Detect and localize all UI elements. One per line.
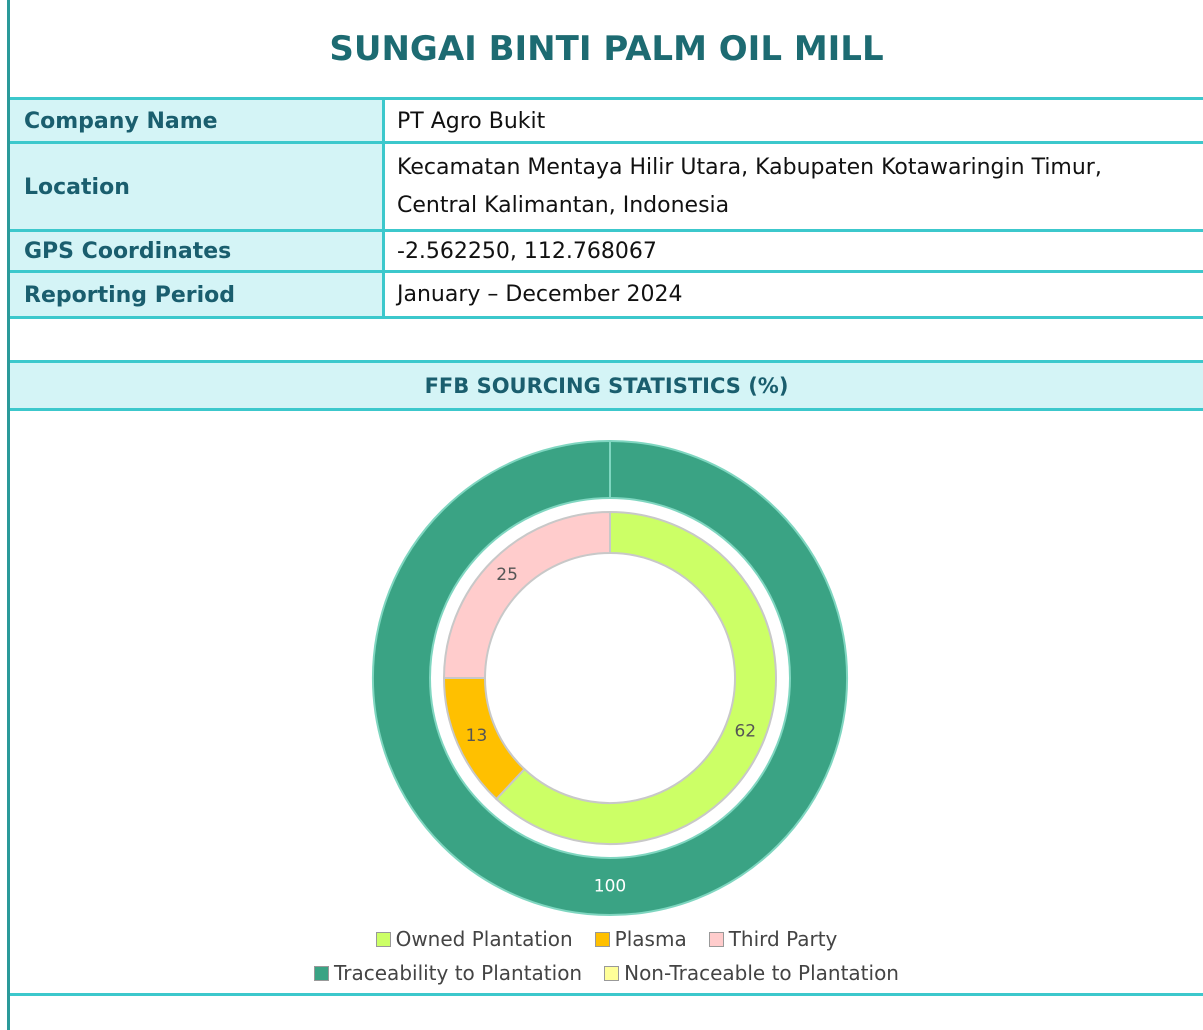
value-text: Kecamatan Mentaya Hilir Utara, Kabupaten… bbox=[397, 155, 1102, 218]
value-text: PT Agro Bukit bbox=[397, 108, 546, 134]
legend-row: Owned Plantation Plasma Third Party bbox=[10, 922, 1203, 956]
legend-item: Third Party bbox=[708, 927, 838, 951]
legend-item: Traceability to Plantation bbox=[314, 961, 582, 985]
row-border bbox=[10, 993, 1203, 996]
data-label: 13 bbox=[466, 726, 488, 746]
legend-item: Plasma bbox=[594, 927, 687, 951]
section-header: FFB SOURCING STATISTICS (%) bbox=[10, 362, 1203, 410]
value-text: January – December 2024 bbox=[397, 282, 683, 307]
row-label: Company Name bbox=[10, 100, 385, 143]
legend-swatch bbox=[314, 965, 329, 981]
legend-swatch bbox=[594, 931, 610, 947]
row-border bbox=[10, 229, 1203, 232]
row-value: January – December 2024 bbox=[385, 272, 1203, 318]
title: SUNGAI BINTI PALM OIL MILL bbox=[329, 29, 884, 69]
donut-segment bbox=[442, 510, 611, 679]
left-border bbox=[7, 0, 10, 1030]
legend-label: Third Party bbox=[728, 927, 838, 951]
row-border bbox=[10, 360, 1203, 363]
data-label: 25 bbox=[496, 565, 518, 585]
legend-label: Traceability to Plantation bbox=[334, 961, 583, 985]
donut-segment bbox=[372, 439, 848, 917]
legend-item: Non-Traceable to Plantation bbox=[604, 961, 899, 985]
row-border bbox=[10, 141, 1203, 144]
legend-label: Non-Traceable to Plantation bbox=[624, 961, 899, 985]
legend-label: Plasma bbox=[614, 927, 687, 951]
row-border bbox=[10, 270, 1203, 273]
row-label: GPS Coordinates bbox=[10, 231, 385, 272]
row-value: -2.562250, 112.768067 bbox=[385, 231, 1203, 272]
legend-row: Traceability to Plantation Non-Traceable … bbox=[10, 956, 1203, 990]
row-value: Kecamatan Mentaya Hilir Utara, Kabupaten… bbox=[385, 143, 1203, 231]
row-border bbox=[10, 408, 1203, 411]
data-label: 100 bbox=[594, 877, 626, 897]
legend-item: Owned Plantation bbox=[375, 927, 573, 951]
donut-segment bbox=[494, 510, 777, 845]
row-label: Location bbox=[10, 143, 385, 231]
legend: Owned Plantation Plasma Third Party Traceab… bbox=[10, 922, 1203, 990]
legend-swatch bbox=[604, 965, 620, 981]
row-value: PT Agro Bukit bbox=[385, 100, 1203, 143]
legend-label: Owned Plantation bbox=[395, 927, 573, 951]
value-text: -2.562250, 112.768067 bbox=[397, 238, 657, 264]
legend-swatch bbox=[375, 931, 391, 947]
data-label: 62 bbox=[734, 722, 756, 742]
row-border bbox=[10, 97, 1203, 100]
legend-swatch bbox=[708, 931, 724, 947]
row-label: Reporting Period bbox=[10, 272, 385, 318]
row-border bbox=[10, 316, 1203, 319]
